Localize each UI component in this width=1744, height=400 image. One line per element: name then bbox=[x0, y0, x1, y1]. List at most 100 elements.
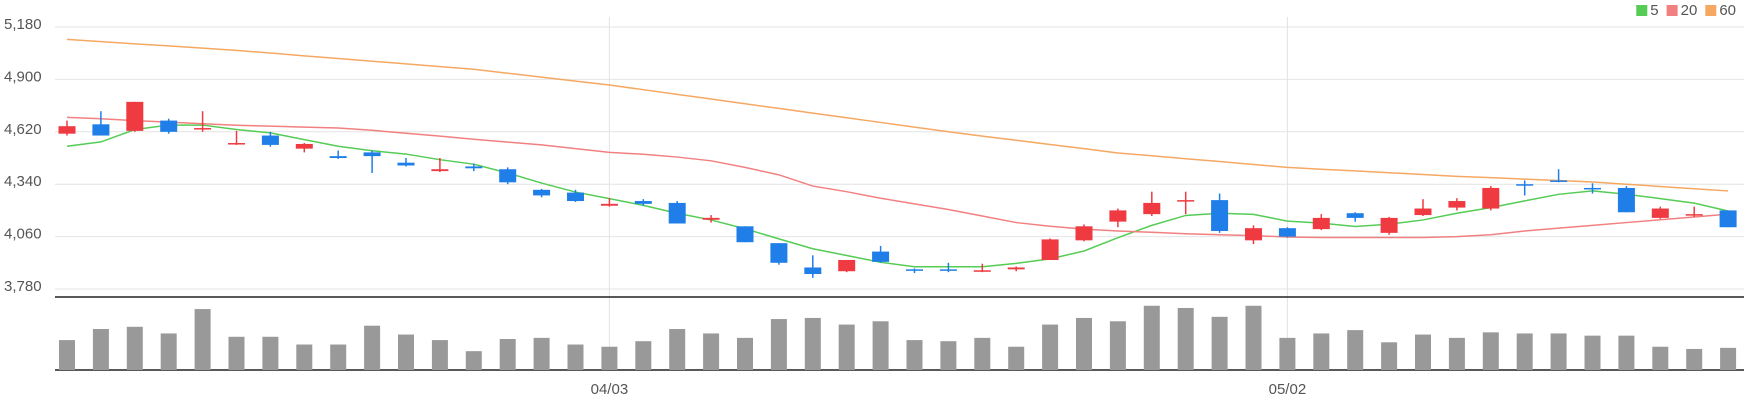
candle-body bbox=[1448, 201, 1466, 208]
candle-body bbox=[567, 192, 584, 202]
volume-bar bbox=[59, 340, 75, 370]
volume-bar bbox=[160, 333, 177, 370]
volume-bar bbox=[92, 329, 109, 370]
y-tick-label: 4,060 bbox=[4, 226, 42, 243]
candle-body bbox=[1075, 226, 1093, 241]
moving-average-line bbox=[66, 124, 1729, 268]
y-tick-label: 3,780 bbox=[4, 278, 42, 295]
volume-bar bbox=[126, 326, 143, 370]
volume-bar bbox=[1008, 346, 1025, 370]
candle-body bbox=[1414, 208, 1432, 216]
candle-body bbox=[1346, 213, 1364, 218]
candle-body bbox=[804, 267, 822, 275]
volume-bar bbox=[1720, 347, 1737, 370]
volume-bar bbox=[431, 340, 448, 370]
legend-label: 20 bbox=[1681, 2, 1698, 19]
volume-bar bbox=[1550, 333, 1567, 370]
x-tick-label: 05/02 bbox=[1269, 381, 1307, 398]
candle-body bbox=[1550, 180, 1568, 182]
candle-body bbox=[1245, 228, 1262, 241]
candle-body bbox=[92, 124, 110, 136]
candle-body bbox=[1278, 228, 1296, 237]
volume-bar bbox=[1584, 335, 1601, 370]
volume-bar bbox=[737, 337, 753, 370]
candle-body bbox=[1380, 217, 1398, 233]
y-tick-label: 4,620 bbox=[4, 121, 42, 138]
volume-bar bbox=[669, 329, 686, 370]
candle-body bbox=[906, 269, 923, 271]
candle-body bbox=[1719, 210, 1737, 228]
candle-body bbox=[261, 135, 279, 145]
volume-bar bbox=[1347, 330, 1364, 370]
candle-body bbox=[1177, 200, 1195, 202]
candle-body bbox=[1109, 210, 1127, 222]
candle-body bbox=[1584, 187, 1601, 190]
volume-bar bbox=[1482, 332, 1499, 370]
candle-body bbox=[194, 128, 212, 130]
volume-bar bbox=[1245, 305, 1262, 370]
volume-bar bbox=[1211, 316, 1228, 370]
candle-body bbox=[668, 202, 686, 224]
candle-body bbox=[838, 259, 856, 272]
volume-bar bbox=[465, 351, 482, 370]
candle-body bbox=[973, 270, 991, 272]
volume-bar bbox=[940, 341, 957, 370]
volume-bar bbox=[1143, 305, 1160, 370]
volume-bar bbox=[1516, 333, 1533, 370]
legend-swatch bbox=[1666, 5, 1678, 16]
volume-bar bbox=[804, 317, 821, 370]
candle-body bbox=[939, 269, 957, 271]
candle-body bbox=[1007, 267, 1025, 270]
y-tick-label: 4,340 bbox=[4, 173, 42, 190]
volume-bar bbox=[906, 340, 923, 370]
candle-body bbox=[1516, 184, 1534, 186]
volume-bar bbox=[262, 336, 279, 370]
candle-body bbox=[1211, 200, 1229, 231]
volume-bar bbox=[1313, 333, 1330, 370]
candle-body bbox=[1482, 187, 1500, 209]
volume-bar bbox=[567, 344, 584, 370]
volume-bar bbox=[974, 337, 991, 370]
candle-body bbox=[295, 143, 313, 149]
volume-bar bbox=[872, 321, 889, 370]
volume-bar bbox=[601, 346, 618, 370]
candle-body bbox=[363, 152, 381, 157]
candle-body bbox=[329, 156, 347, 158]
volume-bar bbox=[194, 309, 211, 370]
candle-body bbox=[465, 166, 483, 169]
volume-bar bbox=[838, 324, 855, 370]
volume-bar bbox=[1042, 324, 1059, 370]
candle-body bbox=[702, 217, 720, 220]
volume-bar bbox=[1448, 337, 1465, 370]
candle-body bbox=[126, 101, 144, 131]
volume-bar bbox=[1652, 346, 1669, 370]
candle-body bbox=[770, 243, 788, 263]
volume-bar bbox=[1618, 335, 1635, 370]
volume-bar bbox=[296, 344, 313, 370]
moving-average-line bbox=[66, 116, 1729, 239]
y-tick-label: 5,180 bbox=[4, 16, 42, 33]
candle-body bbox=[1312, 217, 1330, 230]
volume-bar bbox=[330, 344, 347, 370]
candle-body bbox=[431, 169, 449, 172]
volume-bar bbox=[635, 341, 652, 370]
volume-bar bbox=[1686, 348, 1703, 370]
candle-body bbox=[736, 226, 754, 243]
candle-body bbox=[160, 120, 178, 132]
volume-bar bbox=[1279, 337, 1296, 370]
candle-body bbox=[1651, 208, 1669, 218]
volume-bar bbox=[1177, 307, 1194, 370]
volume-bar bbox=[398, 334, 414, 370]
candle-body bbox=[1143, 202, 1161, 215]
volume-bar bbox=[364, 325, 381, 370]
candle-body bbox=[1617, 187, 1635, 213]
volume-bar bbox=[770, 319, 787, 370]
candle-body bbox=[1685, 214, 1703, 216]
candle-body bbox=[872, 251, 890, 262]
volume-bar bbox=[703, 333, 720, 370]
volume-bar bbox=[533, 337, 550, 370]
candle-body bbox=[397, 162, 415, 166]
legend-swatch bbox=[1636, 5, 1648, 16]
